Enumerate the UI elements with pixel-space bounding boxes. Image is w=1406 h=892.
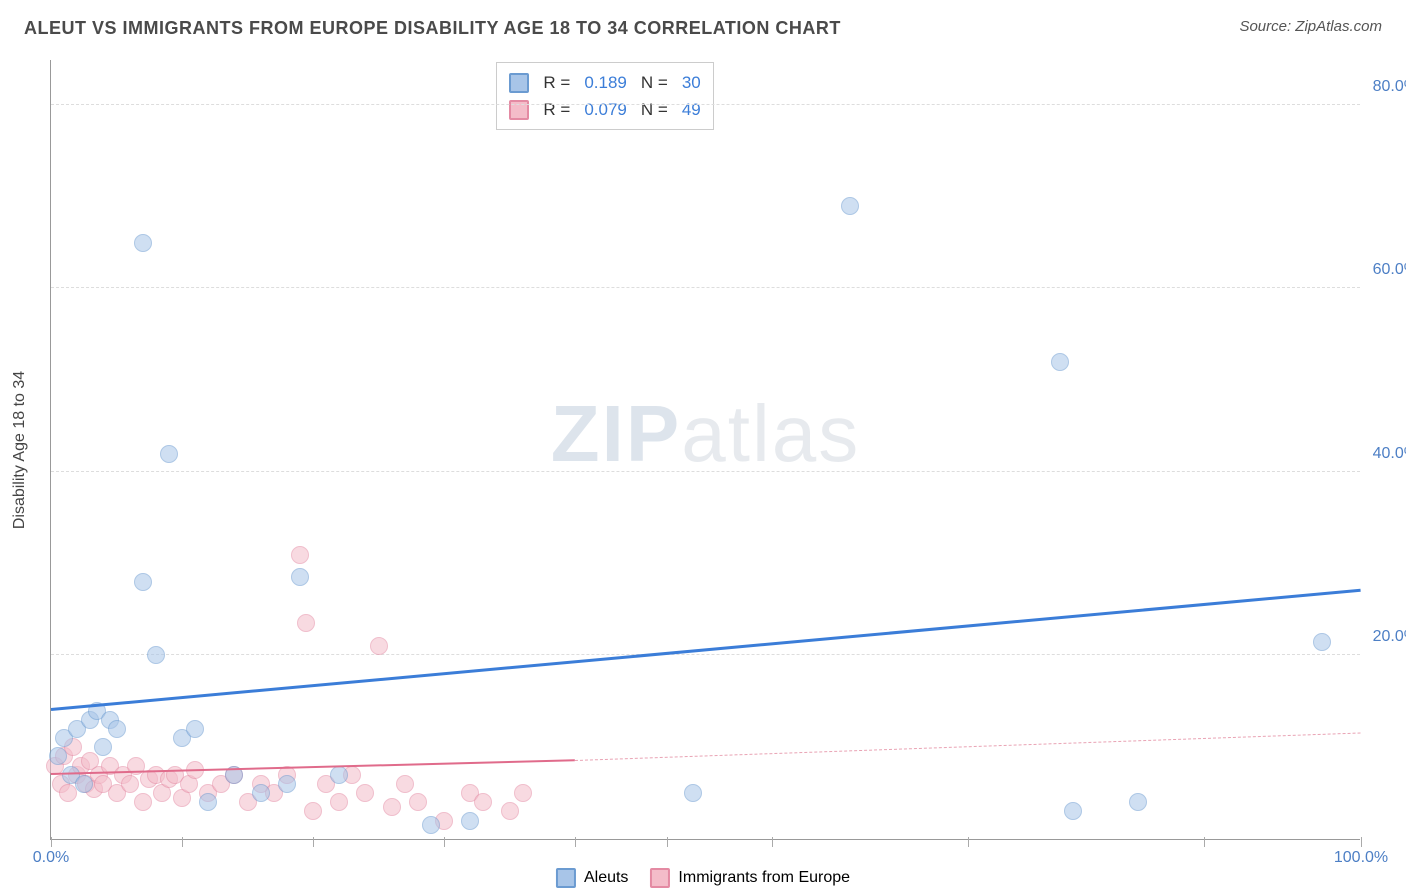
data-point (1129, 793, 1147, 811)
data-point (291, 568, 309, 586)
x-tick (182, 837, 183, 847)
data-point (147, 646, 165, 664)
x-tick-label: 100.0% (1334, 849, 1388, 867)
x-tick (313, 837, 314, 847)
x-tick (444, 837, 445, 847)
data-point (330, 793, 348, 811)
data-point (474, 793, 492, 811)
x-tick (51, 837, 52, 847)
x-tick (667, 837, 668, 847)
data-point (422, 816, 440, 834)
gridline (51, 104, 1360, 105)
legend-swatch (556, 868, 576, 888)
x-tick (1204, 837, 1205, 847)
gridline (51, 654, 1360, 655)
data-point (841, 197, 859, 215)
chart-title: ALEUT VS IMMIGRANTS FROM EUROPE DISABILI… (24, 18, 841, 39)
legend-series-label: Immigrants from Europe (678, 869, 850, 887)
trend-line (51, 588, 1361, 710)
y-tick-label: 40.0% (1373, 445, 1406, 463)
legend-n-label: N = (641, 69, 668, 96)
data-point (291, 546, 309, 564)
y-tick-label: 60.0% (1373, 261, 1406, 279)
data-point (304, 802, 322, 820)
data-point (330, 766, 348, 784)
data-point (134, 793, 152, 811)
data-point (49, 747, 67, 765)
data-point (370, 637, 388, 655)
legend-r-value: 0.079 (584, 96, 627, 123)
data-point (134, 573, 152, 591)
legend-row: R = 0.079 N = 49 (509, 96, 700, 123)
x-tick (968, 837, 969, 847)
x-tick-label: 0.0% (33, 849, 69, 867)
legend-swatch (650, 868, 670, 888)
data-point (461, 812, 479, 830)
x-tick (575, 837, 576, 847)
legend-series-label: Aleuts (584, 869, 628, 887)
legend-r-label: R = (543, 69, 570, 96)
data-point (108, 720, 126, 738)
data-point (1313, 633, 1331, 651)
data-point (121, 775, 139, 793)
data-point (396, 775, 414, 793)
data-point (278, 775, 296, 793)
legend-item: Immigrants from Europe (650, 868, 850, 888)
chart-plot-area: ZIPatlas R =0.189N =30R =0.079N =49 20.0… (50, 60, 1360, 840)
data-point (297, 614, 315, 632)
series-legend: Aleuts Immigrants from Europe (556, 868, 850, 888)
x-tick (1361, 837, 1362, 847)
trend-line (575, 732, 1361, 761)
data-point (1064, 802, 1082, 820)
gridline (51, 471, 1360, 472)
data-point (186, 720, 204, 738)
data-point (134, 234, 152, 252)
y-axis-label: Disability Age 18 to 34 (11, 371, 29, 529)
legend-row: R = 0.189 N = 30 (509, 69, 700, 96)
data-point (75, 775, 93, 793)
data-point (514, 784, 532, 802)
data-point (684, 784, 702, 802)
y-tick-label: 80.0% (1373, 78, 1406, 96)
x-tick (772, 837, 773, 847)
data-point (94, 738, 112, 756)
watermark: ZIPatlas (551, 388, 860, 480)
data-point (383, 798, 401, 816)
data-point (356, 784, 374, 802)
y-tick-label: 20.0% (1373, 628, 1406, 646)
correlation-legend: R = 0.189 N = 30 R = 0.079 N = 49 (496, 62, 713, 130)
data-point (252, 784, 270, 802)
data-point (199, 793, 217, 811)
data-point (409, 793, 427, 811)
legend-swatch (509, 73, 529, 93)
legend-n-value: 30 (682, 69, 701, 96)
data-point (160, 445, 178, 463)
legend-r-label: R = (543, 96, 570, 123)
data-point (1051, 353, 1069, 371)
legend-swatch (509, 100, 529, 120)
source-label: Source: ZipAtlas.com (1239, 18, 1382, 35)
legend-n-value: 49 (682, 96, 701, 123)
data-point (501, 802, 519, 820)
legend-r-value: 0.189 (584, 69, 627, 96)
gridline (51, 287, 1360, 288)
legend-n-label: N = (641, 96, 668, 123)
legend-item: Aleuts (556, 868, 628, 888)
